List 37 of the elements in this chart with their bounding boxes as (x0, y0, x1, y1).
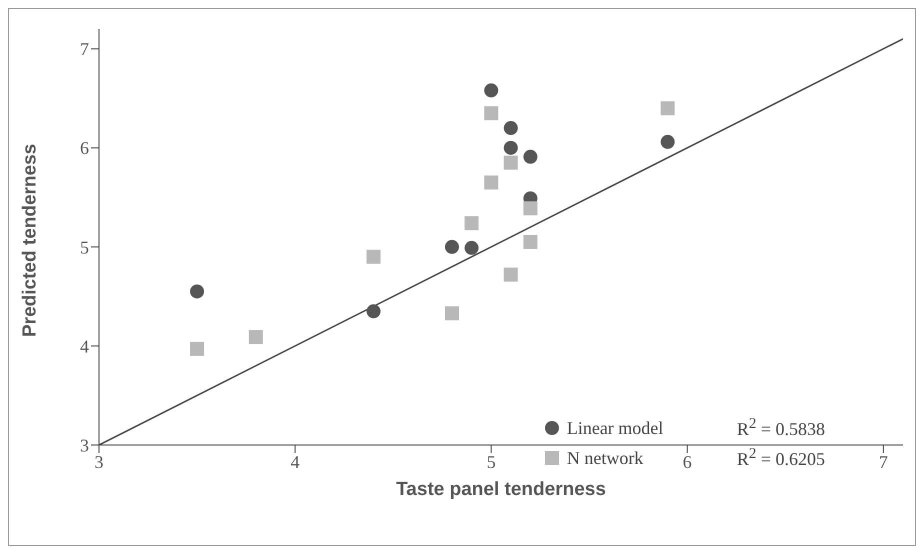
point (523, 201, 538, 216)
point (190, 342, 204, 356)
x-axis-title: Taste panel tenderness (396, 479, 606, 500)
point (444, 306, 459, 320)
y-tick-label: 6 (80, 138, 89, 158)
x-tick-label: 5 (486, 452, 496, 472)
x-tick-label: 6 (682, 452, 692, 472)
y-tick-label: 7 (80, 39, 89, 60)
point (366, 304, 381, 318)
y-tick-label: 5 (80, 237, 89, 258)
point (484, 176, 498, 190)
y-axis-title: Predicted tenderness (20, 144, 41, 337)
annotation: R$^{2}$ = 0.5838 (736, 416, 825, 440)
y-tick-label: 4 (80, 336, 89, 356)
point (523, 150, 538, 164)
point (504, 140, 518, 155)
point (190, 284, 204, 298)
text: R$^{2}$ = 0.6205 (736, 446, 825, 470)
point (464, 216, 479, 230)
point (444, 240, 459, 254)
point (504, 268, 518, 282)
x-tick-label: 4 (290, 452, 300, 472)
x-tick-label: 3 (94, 452, 104, 472)
point (248, 330, 263, 344)
point (523, 234, 538, 249)
legend-label: Linear model (566, 418, 664, 438)
point (660, 134, 675, 149)
point (484, 106, 498, 120)
point (660, 101, 675, 116)
point (484, 83, 498, 98)
point (504, 121, 518, 136)
point (366, 250, 381, 264)
x-tick-label: 7 (878, 452, 888, 472)
legend-label: N network (566, 448, 644, 468)
point (464, 240, 479, 255)
point (504, 156, 518, 170)
y-tick-label: 3 (80, 435, 89, 456)
